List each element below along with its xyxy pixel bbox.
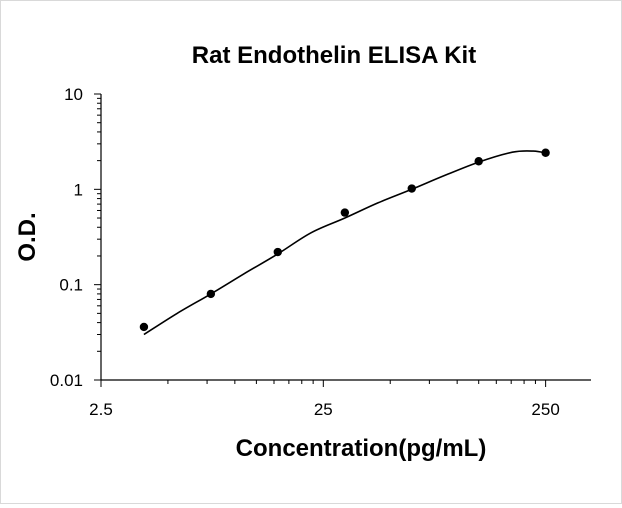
y-ticks: 0.01 0.1 1 10 [50,85,101,390]
y-tick-label: 10 [64,85,83,104]
data-points-layer [139,148,550,332]
data-point [340,208,350,217]
data-point [139,322,149,332]
y-axis-title: O.D. [14,212,41,261]
axes [100,94,591,381]
fit-curve-layer [143,150,546,336]
y-tick-label: 1 [74,180,83,199]
x-tick-label: 25 [314,400,333,419]
x-tick-label: 250 [531,400,559,419]
x-axis-title: Concentration(pg/mL) [236,435,487,462]
y-tick-label: 0.1 [59,276,83,295]
fit-curve [143,150,546,336]
data-point [206,289,216,299]
data-point [407,184,416,193]
data-point [541,148,550,157]
x-ticks: 2.5 25 250 [89,380,560,419]
data-point [273,247,282,257]
data-point [474,157,483,166]
x-tick-label: 2.5 [89,400,113,419]
y-tick-label: 0.01 [50,371,83,390]
chart-title: Rat Endothelin ELISA Kit [192,42,476,69]
